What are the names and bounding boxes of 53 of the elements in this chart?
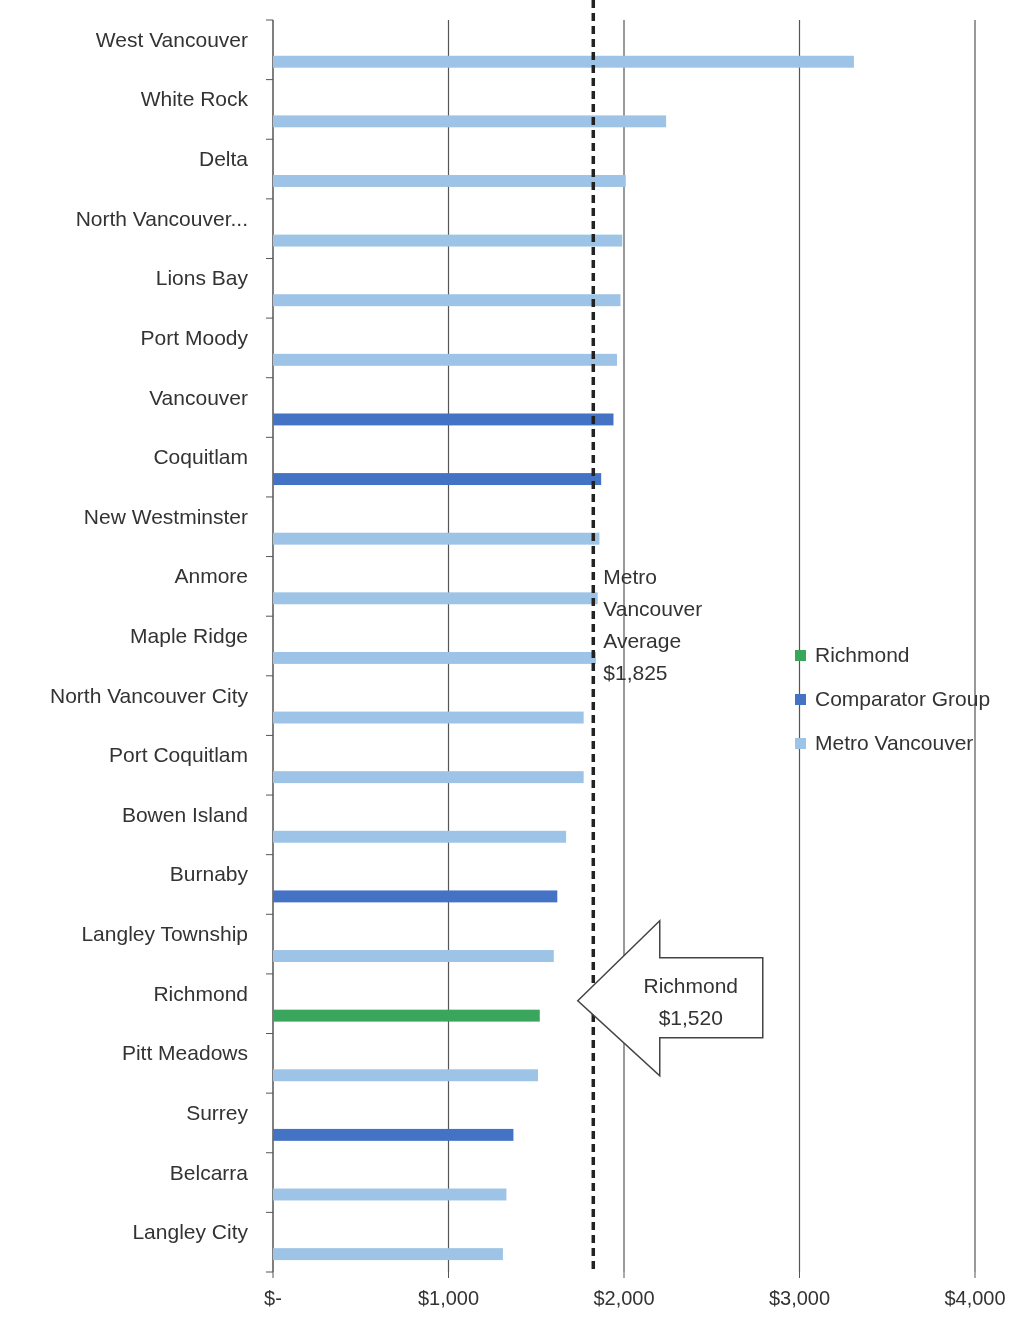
bar (273, 55, 854, 68)
bar (273, 353, 617, 366)
x-tick-label: $4,000 (944, 1287, 1006, 1309)
y-tick-label: Richmond (153, 981, 248, 1005)
x-tick-label: $2,000 (593, 1287, 655, 1309)
y-tick-label: North Vancouver City (49, 683, 249, 707)
bar (273, 413, 614, 426)
bar (273, 1069, 539, 1082)
bar (273, 1128, 514, 1141)
y-tick-label: Anmore (174, 564, 248, 588)
bar (273, 651, 596, 664)
bar (273, 1248, 503, 1261)
bar (273, 711, 584, 724)
bar (273, 771, 584, 784)
x-tick-label: $3,000 (768, 1287, 831, 1309)
x-tick-label: $1,000 (417, 1287, 480, 1309)
bar (273, 1188, 507, 1201)
bar (273, 890, 558, 903)
y-tick-label: Pitt Meadows (121, 1041, 248, 1065)
y-tick-label: New Westminster (83, 504, 248, 528)
bar (273, 175, 626, 187)
y-tick-label: North Vancouver... (75, 206, 248, 230)
y-tick-label: Langley Township (81, 922, 248, 946)
y-tick-label: Port Coquitlam (109, 743, 248, 767)
x-tick-label: $- (264, 1287, 282, 1309)
bar (273, 294, 621, 307)
y-tick-label: Lions Bay (155, 266, 249, 290)
y-tick-label: West Vancouver (95, 27, 248, 51)
bar (273, 115, 667, 128)
bar (273, 1009, 540, 1022)
legend-label: Richmond (815, 643, 910, 666)
bar (273, 592, 598, 605)
y-tick-label: Langley City (132, 1220, 249, 1244)
y-tick-label: Bowen Island (121, 802, 248, 826)
y-tick-label: Port Moody (140, 325, 249, 349)
legend-label: Metro Vancouver (815, 731, 974, 754)
bar (273, 950, 554, 962)
annotation: Richmond $1,520 (643, 973, 739, 1029)
bar (273, 473, 602, 486)
y-tick-label: Burnaby (169, 862, 249, 886)
y-tick-label: Coquitlam (153, 445, 248, 469)
bar (273, 532, 600, 545)
bar (273, 234, 623, 247)
bar (273, 830, 567, 843)
y-tick-label: Maple Ridge (130, 624, 248, 648)
arrow-callout: Richmond $1,520 (576, 918, 764, 1078)
legend-label: Comparator Group (815, 687, 991, 710)
y-tick-label: White Rock (140, 87, 249, 111)
ref-line-label: Metro Vancouver Average $1,825 (603, 565, 703, 684)
y-tick-label: Vancouver (149, 385, 248, 409)
y-tick-label: Delta (198, 147, 249, 171)
y-tick-label: Belcarra (169, 1160, 249, 1184)
y-tick-label: Surrey (186, 1100, 249, 1124)
